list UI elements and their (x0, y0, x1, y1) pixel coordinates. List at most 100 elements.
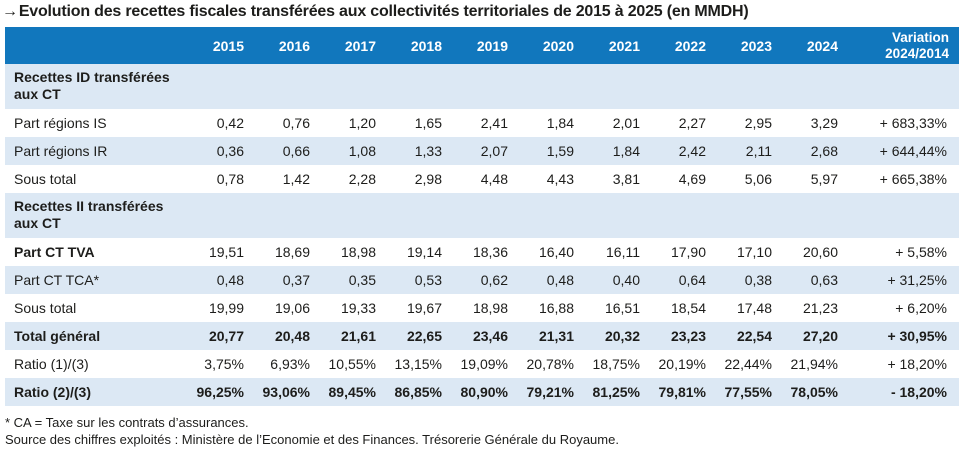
value-cell: 0,37 (258, 266, 324, 294)
value-cell: 0,78 (216, 171, 244, 187)
footnotes: * CA = Taxe sur les contrats d’assurance… (5, 415, 964, 448)
section-row: Recettes ID transférées aux CT (5, 64, 959, 109)
value-cell: 2,07 (456, 137, 522, 165)
value-cell: 20,77 (192, 322, 258, 350)
value-cell: 19,09% (460, 356, 508, 372)
value-cell: 80,90% (456, 378, 522, 406)
value-cell: 22,65 (390, 322, 456, 350)
table-row: Sous total 19,99 19,06 19,33 19,67 18,98 16,88… (5, 294, 959, 322)
value-cell: 2,01 (612, 115, 640, 131)
value-cell: 20,19% (658, 356, 706, 372)
value-cell: 3,75% (204, 356, 244, 372)
table-body: Recettes ID transférées aux CT Part régio… (5, 64, 959, 406)
value-cell: 19,51 (208, 244, 244, 260)
value-cell: 16,11 (606, 244, 640, 260)
value-cell: 2,42 (654, 137, 720, 165)
column-header-variation: Variation 2024/2014 (852, 27, 959, 64)
variation-cell: - 18,20% (852, 378, 959, 406)
table-row: Part régions IS 0,42 0,76 1,20 1,65 2,41 1,84 2… (5, 109, 959, 137)
variation-header-line2: 2024/2014 (885, 45, 949, 61)
value-cell: 20,48 (258, 322, 324, 350)
table-row: Part régions IR 0,36 0,66 1,08 1,33 2,07 1,59 1… (5, 137, 959, 165)
row-label: Part régions IS (14, 115, 107, 131)
variation-header-line1: Variation (891, 29, 949, 45)
right-arrow-icon: → (2, 3, 18, 20)
value-cell: 0,66 (258, 137, 324, 165)
table-row: Part CT TCA* 0,48 0,37 0,35 0,53 0,62 0,48 0,40… (5, 266, 959, 294)
value-cell: 16,40 (538, 244, 574, 260)
variation-cell: + 18,20% (887, 356, 947, 372)
value-cell: 20,78% (526, 356, 574, 372)
column-header-year-2019: 2019 (456, 27, 522, 64)
value-cell: 4,43 (546, 171, 574, 187)
value-cell: 17,10 (736, 244, 772, 260)
value-cell: 2,27 (678, 115, 706, 131)
value-cell: 96,25% (192, 378, 258, 406)
table-header: 2015 2016 2017 2018 2019 2020 2021 2022 2023 2024… (5, 27, 959, 64)
value-cell: 1,42 (282, 171, 310, 187)
value-cell: 20,32 (588, 322, 654, 350)
value-cell: 21,94% (790, 356, 838, 372)
value-cell: 3,29 (810, 115, 838, 131)
value-cell: 2,41 (480, 115, 508, 131)
value-cell: 0,48 (522, 266, 588, 294)
value-cell: 18,98 (340, 244, 376, 260)
value-cell: 3,81 (612, 171, 640, 187)
value-cell: 0,62 (456, 266, 522, 294)
value-cell: 17,90 (670, 244, 706, 260)
table-row: Total général 20,77 20,48 21,61 22,65 23,46 21… (5, 322, 959, 350)
value-cell: 21,23 (802, 300, 838, 316)
row-label: Part CT TVA (14, 244, 95, 260)
column-header-year-2022: 2022 (654, 27, 720, 64)
value-cell: 5,06 (744, 171, 772, 187)
column-header-year-2024: 2024 (786, 27, 852, 64)
variation-cell: + 6,20% (895, 300, 947, 316)
value-cell: 18,36 (472, 244, 508, 260)
value-cell: 1,08 (324, 137, 390, 165)
value-cell: 0,64 (654, 266, 720, 294)
value-cell: 0,36 (192, 137, 258, 165)
value-cell: 19,99 (208, 300, 244, 316)
value-cell: 79,81% (654, 378, 720, 406)
value-cell: 0,42 (216, 115, 244, 131)
value-cell: 6,93% (270, 356, 310, 372)
column-header-year-2018: 2018 (390, 27, 456, 64)
value-cell: 18,69 (274, 244, 310, 260)
footnote-ca-definition: * CA = Taxe sur les contrats d’assurance… (5, 415, 249, 430)
value-cell: 2,68 (786, 137, 852, 165)
column-header-year-2015: 2015 (192, 27, 258, 64)
value-cell: 23,46 (456, 322, 522, 350)
value-cell: 77,55% (720, 378, 786, 406)
column-header-year-2017: 2017 (324, 27, 390, 64)
row-label: Part CT TCA* (5, 266, 192, 294)
value-cell: 4,69 (678, 171, 706, 187)
value-cell: 10,55% (328, 356, 376, 372)
fiscal-revenue-table: 2015 2016 2017 2018 2019 2020 2021 2022 2023 2024… (5, 27, 959, 406)
value-cell: 22,54 (720, 322, 786, 350)
value-cell: 13,15% (394, 356, 442, 372)
column-header-year-2020: 2020 (522, 27, 588, 64)
footnote-source: Source des chiffres exploités : Ministèr… (5, 431, 619, 447)
column-header-empty (5, 27, 192, 64)
value-cell: 21,31 (522, 322, 588, 350)
value-cell: 2,95 (744, 115, 772, 131)
section-label: Recettes II transférées aux CT (5, 193, 959, 238)
value-cell: 93,06% (258, 378, 324, 406)
variation-cell: + 31,25% (852, 266, 959, 294)
variation-cell: + 5,58% (895, 244, 947, 260)
value-cell: 23,23 (654, 322, 720, 350)
value-cell: 16,88 (538, 300, 574, 316)
row-label: Sous total (14, 171, 77, 187)
value-cell: 17,48 (736, 300, 772, 316)
value-cell: 0,35 (324, 266, 390, 294)
value-cell: 18,98 (472, 300, 508, 316)
value-cell: 19,14 (406, 244, 442, 260)
value-cell: 19,06 (274, 300, 310, 316)
variation-cell: + 30,95% (852, 322, 959, 350)
value-cell: 1,84 (588, 137, 654, 165)
value-cell: 22,44% (724, 356, 772, 372)
value-cell: 86,85% (390, 378, 456, 406)
value-cell: 2,98 (414, 171, 442, 187)
page-title-text: Evolution des recettes fiscales transfér… (18, 3, 749, 20)
value-cell: 89,45% (324, 378, 390, 406)
